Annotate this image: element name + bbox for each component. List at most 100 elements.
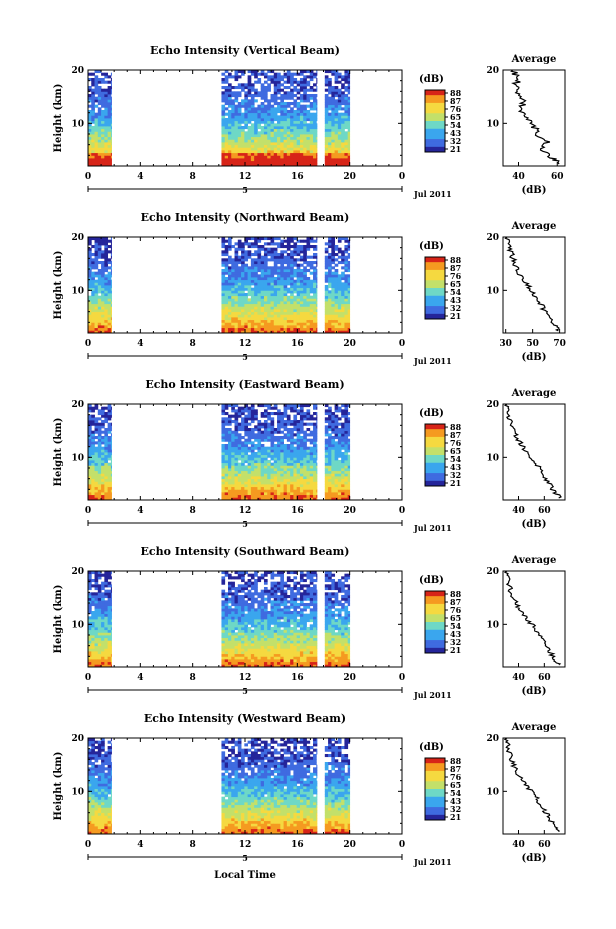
heatmap-cell bbox=[273, 497, 278, 501]
heatmap-cell bbox=[344, 465, 349, 469]
heatmap-cell bbox=[234, 457, 239, 461]
heatmap-cell bbox=[88, 576, 92, 580]
heatmap-cell bbox=[341, 438, 345, 442]
heatmap-cell bbox=[244, 237, 249, 241]
heatmap-cell bbox=[280, 83, 284, 87]
heatmap-cell bbox=[94, 436, 99, 440]
heatmap-cell bbox=[224, 88, 229, 92]
heatmap-cell bbox=[309, 150, 314, 154]
heatmap-cell bbox=[290, 277, 294, 281]
heatmap-cell bbox=[221, 163, 226, 167]
heatmap-cell bbox=[231, 465, 235, 469]
heatmap-cell bbox=[237, 317, 242, 321]
average-frame bbox=[502, 236, 566, 334]
heatmap-cell bbox=[296, 282, 301, 286]
heatmap-cell bbox=[237, 102, 242, 106]
heatmap-cell bbox=[316, 309, 318, 313]
heatmap-cell bbox=[331, 438, 336, 442]
heatmap-cell bbox=[101, 584, 105, 588]
heatmap-cell bbox=[277, 115, 281, 119]
heatmap-cell bbox=[254, 245, 258, 249]
heatmap-cell bbox=[316, 476, 318, 480]
heatmap-cell bbox=[88, 492, 92, 496]
heatmap-cell bbox=[250, 147, 255, 151]
heatmap-cell bbox=[270, 142, 275, 146]
heatmap-cell bbox=[328, 481, 332, 485]
heatmap-cell bbox=[101, 430, 105, 434]
heatmap-cell bbox=[306, 131, 311, 135]
heatmap-cell bbox=[88, 255, 92, 259]
heatmap-cell bbox=[309, 126, 314, 130]
heatmap-cell bbox=[221, 271, 226, 275]
heatmap-cell bbox=[277, 484, 281, 488]
heatmap-cell bbox=[224, 239, 229, 243]
heatmap-cell bbox=[107, 306, 112, 310]
heatmap-cell bbox=[290, 102, 294, 106]
heatmap-cell bbox=[94, 460, 99, 464]
heatmap-cell bbox=[347, 266, 351, 270]
heatmap-cell bbox=[331, 494, 336, 498]
heatmap-cell bbox=[224, 484, 229, 488]
heatmap-cell bbox=[347, 83, 351, 87]
heatmap-cell bbox=[341, 430, 345, 434]
heatmap-cell bbox=[273, 476, 278, 480]
heatmap-cell bbox=[107, 115, 112, 119]
heatmap-cell bbox=[347, 261, 351, 265]
heatmap-cell bbox=[221, 144, 226, 148]
heatmap-cell bbox=[299, 428, 304, 432]
heatmap-cell bbox=[306, 301, 311, 305]
heatmap-cell bbox=[110, 136, 112, 140]
heatmap-cell bbox=[101, 481, 105, 485]
heatmap-cell bbox=[107, 412, 112, 416]
heatmap-cell bbox=[234, 319, 239, 323]
heatmap-cell bbox=[97, 128, 102, 132]
heatmap-cell bbox=[296, 486, 301, 490]
heatmap-cell bbox=[107, 468, 112, 472]
heatmap-cell bbox=[254, 489, 258, 493]
heatmap-cell bbox=[247, 489, 252, 493]
heatmap-cell bbox=[316, 136, 318, 140]
heatmap-cell bbox=[306, 136, 311, 140]
heatmap-cell bbox=[273, 96, 278, 100]
heatmap-cell bbox=[280, 438, 284, 442]
heatmap-cell bbox=[270, 473, 275, 477]
heatmap-cell bbox=[104, 428, 109, 432]
heatmap-cell bbox=[244, 301, 249, 305]
heatmap-cell bbox=[88, 462, 92, 466]
heatmap-cell bbox=[309, 417, 314, 421]
heatmap-cell bbox=[104, 301, 109, 305]
heatmap-cell bbox=[334, 446, 339, 450]
heatmap-cell bbox=[224, 158, 229, 162]
heatmap-cell bbox=[309, 78, 314, 82]
heatmap-cell bbox=[94, 287, 99, 291]
heatmap-cell bbox=[270, 155, 275, 159]
heatmap-cell bbox=[110, 88, 112, 92]
heatmap-cell bbox=[277, 155, 281, 159]
x-tick-label: 0 bbox=[399, 339, 405, 349]
heatmap-cell bbox=[296, 298, 301, 302]
heatmap-cell bbox=[273, 470, 278, 474]
heatmap-cell bbox=[273, 325, 278, 329]
heatmap-cell bbox=[277, 104, 281, 108]
heatmap-cell bbox=[237, 142, 242, 146]
heatmap-cell bbox=[313, 139, 317, 143]
colorbar-step bbox=[425, 146, 445, 150]
heatmap-cell bbox=[280, 446, 284, 450]
heatmap-cell bbox=[104, 486, 109, 490]
heatmap-cell bbox=[263, 155, 268, 159]
heatmap-cell bbox=[91, 460, 95, 464]
heatmap-cell bbox=[221, 462, 226, 466]
heatmap-cell bbox=[250, 99, 255, 103]
heatmap-cell bbox=[337, 99, 342, 103]
heatmap-cell bbox=[313, 269, 317, 273]
heatmap-cell bbox=[241, 470, 245, 474]
heatmap-cell bbox=[94, 441, 99, 445]
heatmap-cell bbox=[331, 322, 336, 326]
heatmap-cell bbox=[241, 465, 245, 469]
heatmap-cell bbox=[234, 261, 239, 265]
heatmap-cell bbox=[267, 301, 271, 305]
heatmap-cell bbox=[270, 422, 275, 426]
heatmap-cell bbox=[237, 298, 242, 302]
heatmap-cell bbox=[101, 317, 105, 321]
heatmap-cell bbox=[324, 285, 329, 289]
